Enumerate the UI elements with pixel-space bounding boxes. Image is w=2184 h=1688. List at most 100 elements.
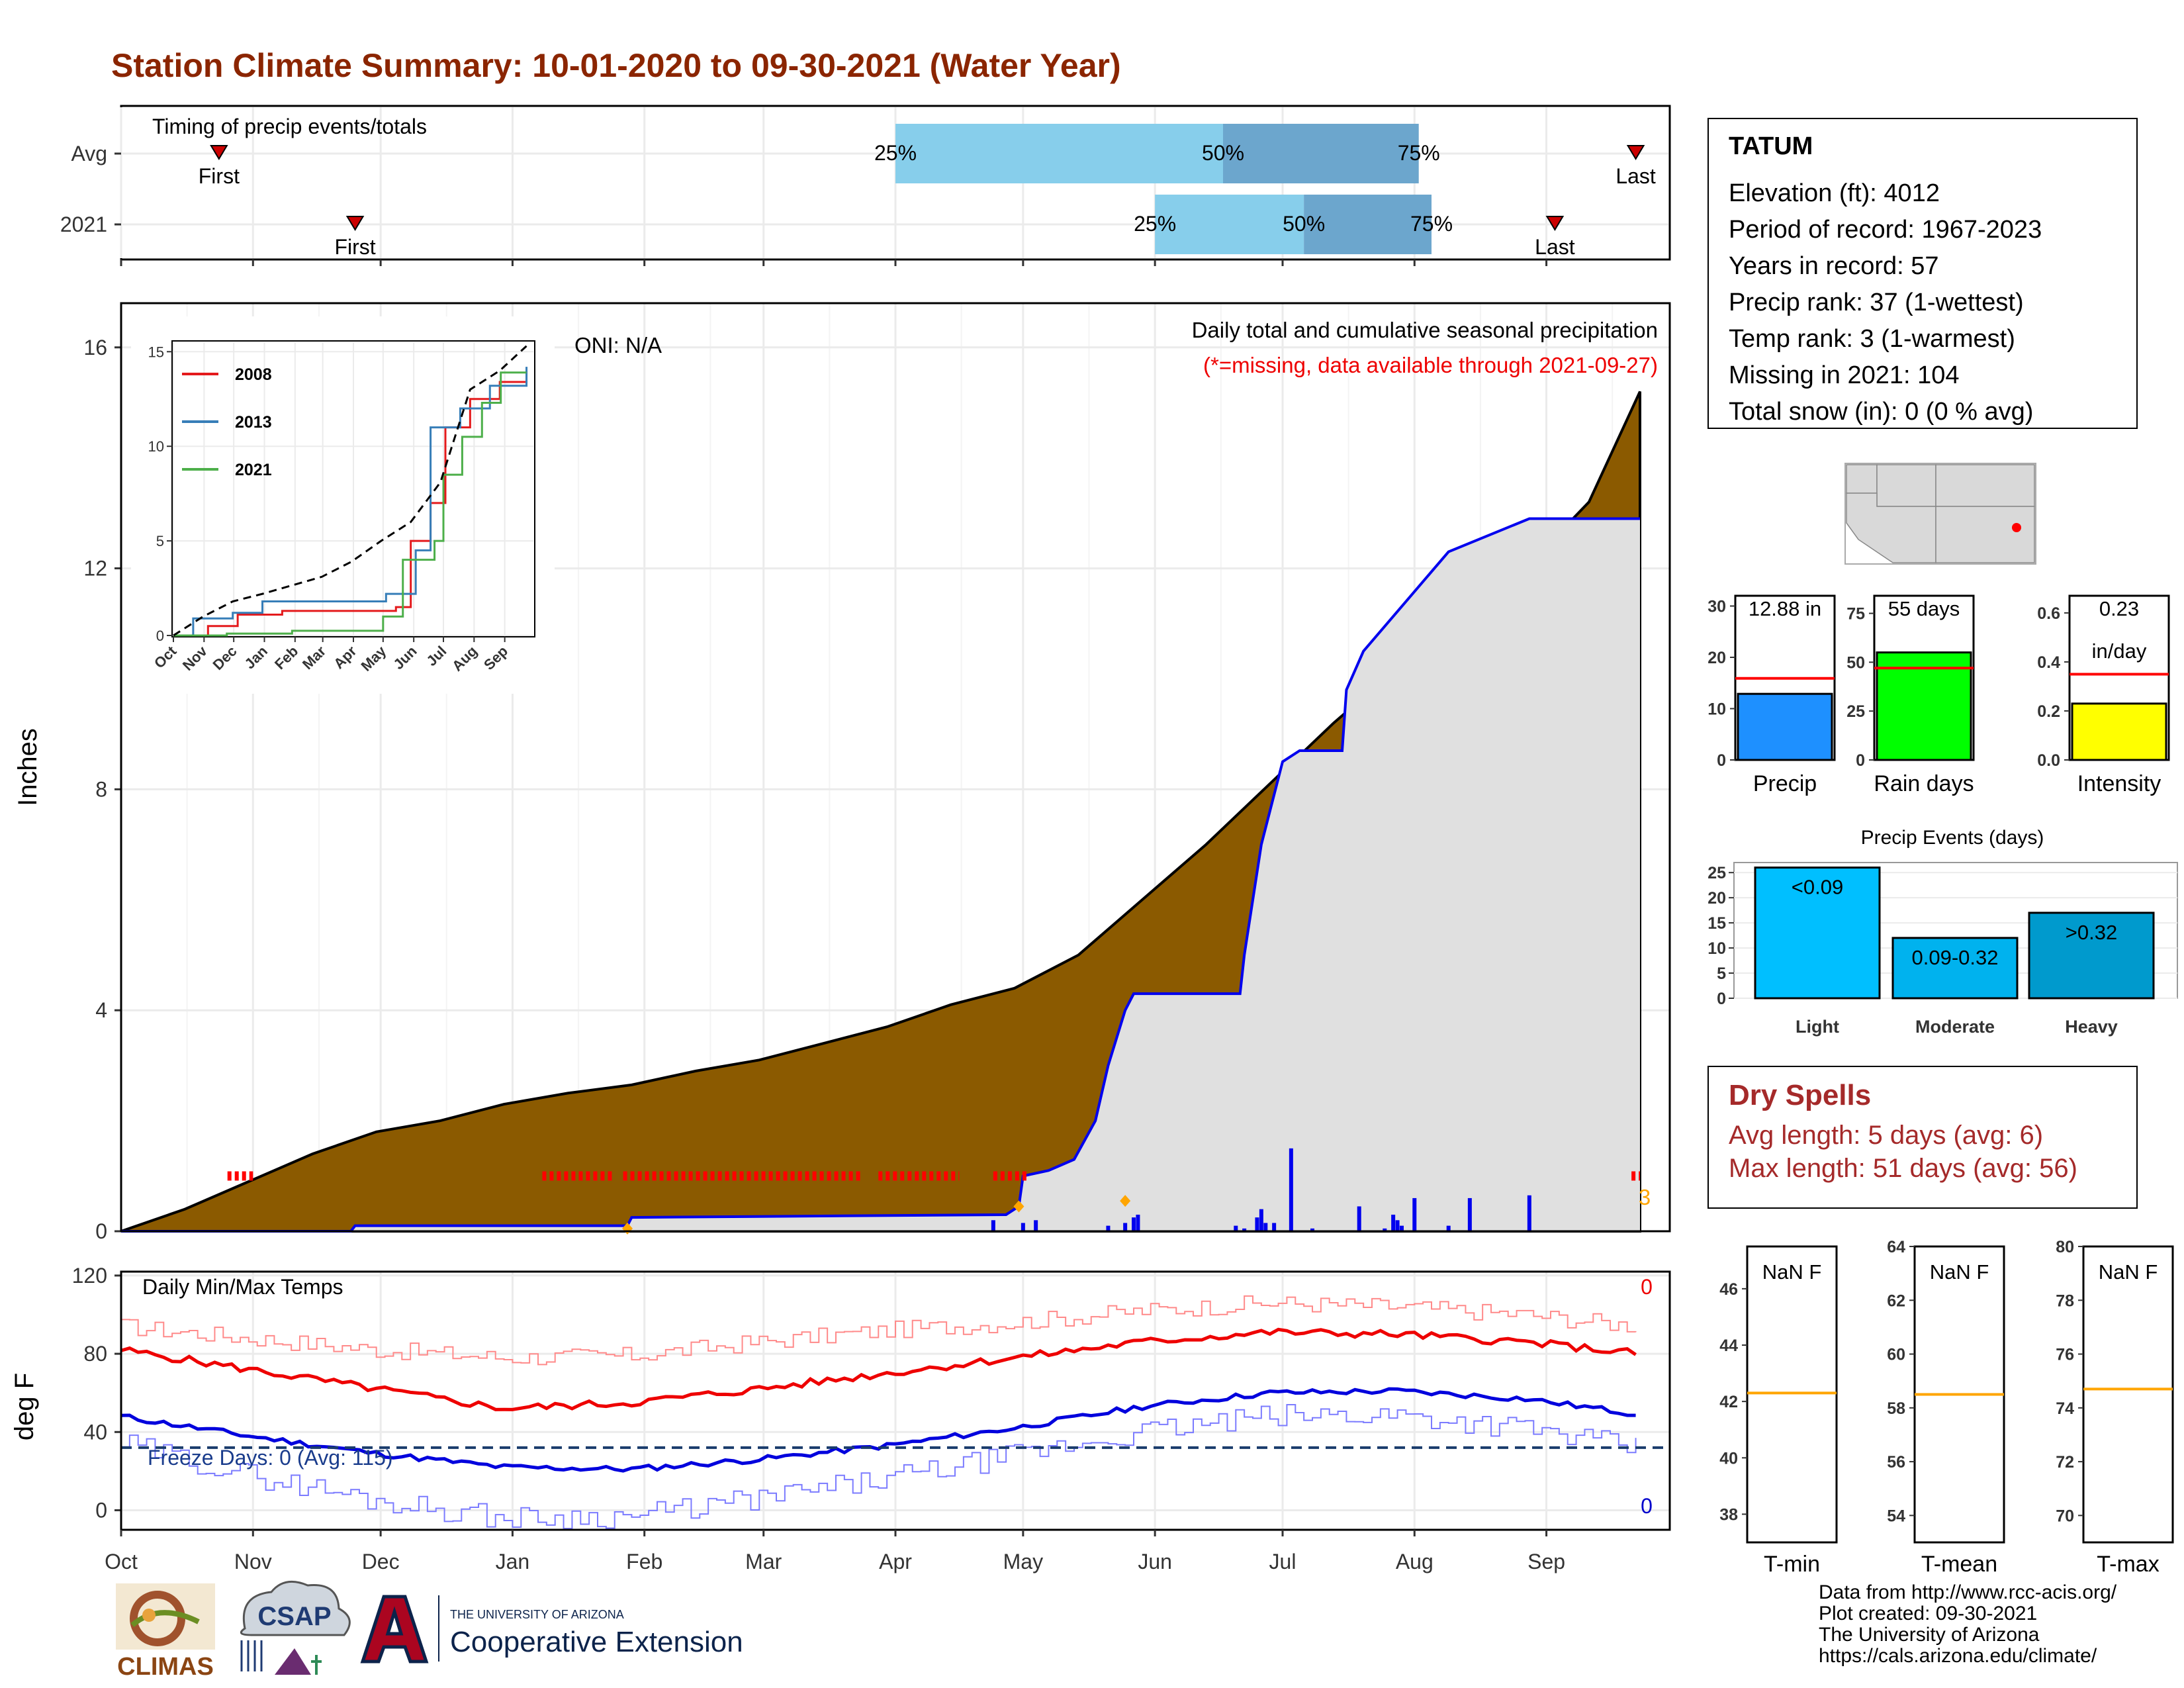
daily-precip-bar-22 xyxy=(1467,1197,1472,1231)
freeze-days-label: Freeze Days: 0 (Avg: 115) xyxy=(148,1446,393,1470)
temp-summary-ytick-label-T-mean-62: 62 xyxy=(1887,1291,1905,1310)
daily-precip-bar-9 xyxy=(1255,1217,1259,1231)
map-state-colorado xyxy=(1935,464,2035,507)
temp-title: Daily Min/Max Temps xyxy=(142,1275,343,1299)
month-label-May: May xyxy=(1003,1550,1043,1573)
timing-marks: 25% 50% 75% First Last 25% 50% 75% First Last xyxy=(199,124,1656,259)
record-max-line xyxy=(121,1295,1637,1366)
precip-subtitle: (*=missing, data available through 2021-… xyxy=(1203,353,1658,377)
events-ytick-label-20: 20 xyxy=(1707,889,1726,908)
credit-university: The University of Arizona xyxy=(1819,1624,2040,1646)
temp-ytick-label-40: 40 xyxy=(83,1420,107,1444)
climas-logo: CLIMAS xyxy=(116,1583,215,1681)
summary-ytick-label-Intensity-0.2: 0.2 xyxy=(2037,702,2060,721)
locator-map xyxy=(1844,463,2036,565)
summary-ytick-label-Intensity-0.6: 0.6 xyxy=(2037,604,2060,623)
temp-summary-ytick-label-T-min-40: 40 xyxy=(1719,1449,1738,1468)
dry-spells-box: Dry Spells Avg length: 5 days (avg: 6) M… xyxy=(1707,1066,2138,1209)
temp-ytick-label-0: 0 xyxy=(95,1498,107,1522)
temp-ytick-label-80: 80 xyxy=(83,1342,107,1366)
daily-precip-bar-17 xyxy=(1391,1214,1396,1231)
summary-ytick-label-Precip-10: 10 xyxy=(1707,700,1726,719)
daily-precip-bar-2 xyxy=(1034,1220,1038,1231)
daily-precip-bar-0 xyxy=(991,1220,995,1231)
record-min-line xyxy=(121,1404,1637,1530)
inset-series-line-2021 xyxy=(173,371,527,637)
month-label-Sep: Sep xyxy=(1527,1550,1565,1573)
ua-big-text: Cooperative Extension xyxy=(450,1626,743,1658)
temp-summary-value-T-mean: NaN F xyxy=(1930,1260,1989,1284)
station-missing: Missing in 2021: 104 xyxy=(1729,361,1960,389)
precip-ytick-label-12: 12 xyxy=(83,557,107,581)
summary-ytick-label-Rain days-0: 0 xyxy=(1856,751,1865,770)
temp-summary-ytick-label-T-mean-64: 64 xyxy=(1887,1238,1905,1256)
temp-summary-ytick-label-T-min-38: 38 xyxy=(1719,1505,1738,1524)
timing-label-last-2021: Last xyxy=(1535,235,1575,259)
precip-frame xyxy=(120,302,1671,1233)
daily-precip-bar-1 xyxy=(1021,1223,1025,1231)
timing-bar-low-Avg xyxy=(895,124,1223,183)
month-label-Oct: Oct xyxy=(105,1550,138,1573)
daily-precip-bar-13 xyxy=(1289,1148,1293,1231)
temp-summary-ytick-label-T-mean-58: 58 xyxy=(1887,1399,1905,1418)
temp-summary-category-T-mean: T-mean xyxy=(1921,1552,1997,1577)
station-temp-rank: Temp rank: 3 (1-warmest) xyxy=(1729,325,2015,353)
inset-legend-label-2013: 2013 xyxy=(235,413,272,432)
csap-logo-text: CSAP xyxy=(257,1602,331,1631)
precip-panel: 0 4 8 12 16 Daily total and cumulative seaso… xyxy=(13,302,1671,1243)
map-state-nw xyxy=(1846,464,1878,494)
temp-ylabel: deg F xyxy=(10,1373,39,1440)
temp-summary-category-T-min: T-min xyxy=(1764,1552,1820,1577)
timing-bar-low-2021 xyxy=(1155,195,1304,254)
precip-ytick-label-0: 0 xyxy=(95,1219,107,1243)
summary-category-Precip: Precip xyxy=(1753,771,1817,796)
summary-category-Rain days: Rain days xyxy=(1874,771,1974,796)
month-label-Nov: Nov xyxy=(234,1550,272,1573)
month-label-Jun: Jun xyxy=(1138,1550,1172,1573)
avg-max-line xyxy=(120,1327,1637,1411)
credit-data-source: Data from http://www.rcc-acis.org/ xyxy=(1819,1581,2117,1603)
events-category-Light: Light xyxy=(1796,1017,1839,1037)
month-label-Jul: Jul xyxy=(1269,1550,1297,1573)
daily-precip-bar-6 xyxy=(1136,1214,1140,1231)
daily-precip-bar-4 xyxy=(1123,1223,1128,1231)
timing-label-first-Avg: First xyxy=(199,164,240,188)
summary-ytick-label-Rain days-25: 25 xyxy=(1846,702,1865,721)
timing-label-p25-Avg: 25% xyxy=(874,141,917,165)
timing-category-2021: 2021 xyxy=(60,212,107,236)
timing-label-first-2021: First xyxy=(334,235,375,259)
dry-spells-avg: Avg length: 5 days (avg: 6) xyxy=(1729,1121,2044,1150)
timing-title: Timing of precip events/totals xyxy=(152,115,427,138)
summary-ytick-label-Intensity-0: 0.0 xyxy=(2037,751,2060,770)
temp-summary-value-T-min: NaN F xyxy=(1762,1260,1822,1284)
summary-bar-Intensity xyxy=(2071,702,2167,761)
daily-precip-bar-16 xyxy=(1383,1228,1387,1231)
month-label-Dec: Dec xyxy=(362,1550,400,1573)
temp-ytick-label-120: 120 xyxy=(72,1264,107,1288)
summary-ytick-label-Precip-20: 20 xyxy=(1707,649,1726,667)
summary-ytick-label-Intensity-0.4: 0.4 xyxy=(2037,653,2060,672)
temp-summary-category-T-max: T-max xyxy=(2097,1552,2159,1577)
summary-value-unit-Intensity: in/day xyxy=(2092,639,2147,663)
temp-summary-ytick-label-T-max-78: 78 xyxy=(2056,1291,2074,1310)
temp-summary-panels: 38 40 42 44 46 NaN F T-min 54 56 58 60 62 64 NaN F T-m… xyxy=(1719,1238,2174,1577)
daily-precip-bar-8 xyxy=(1242,1228,1247,1231)
cumulative-2021-line xyxy=(121,517,1640,1233)
inset-series-line-2008 xyxy=(173,370,528,637)
daily-precip-bar-20 xyxy=(1412,1197,1417,1231)
month-label-Feb: Feb xyxy=(626,1550,662,1573)
summary-bars: 0 10 20 30 12.88 in Precip 0 25 50 75 55 days Rain … xyxy=(1707,594,2170,796)
csap-logo: CSAP xyxy=(240,1580,351,1675)
timing-label-p75-2021: 75% xyxy=(1410,212,1453,236)
ua-small-text: THE UNIVERSITY OF ARIZONA xyxy=(450,1608,624,1621)
timing-panel: 25% 50% 75% First Last 25% 50% 75% First Last Tim… xyxy=(60,105,1671,266)
temp-summary-ytick-label-T-mean-56: 56 xyxy=(1887,1453,1905,1472)
inset-ytick-label-5: 5 xyxy=(156,533,164,549)
temp-summary-ytick-label-T-max-76: 76 xyxy=(2056,1346,2074,1364)
summary-ytick-label-Precip-0: 0 xyxy=(1717,751,1726,770)
credit-url: https://cals.arizona.edu/climate/ xyxy=(1819,1645,2097,1667)
timing-bar-high-2021 xyxy=(1304,195,1432,254)
credit-plot-created: Plot created: 09-30-2021 xyxy=(1819,1603,2038,1624)
temp-summary-ytick-label-T-min-44: 44 xyxy=(1719,1336,1738,1355)
